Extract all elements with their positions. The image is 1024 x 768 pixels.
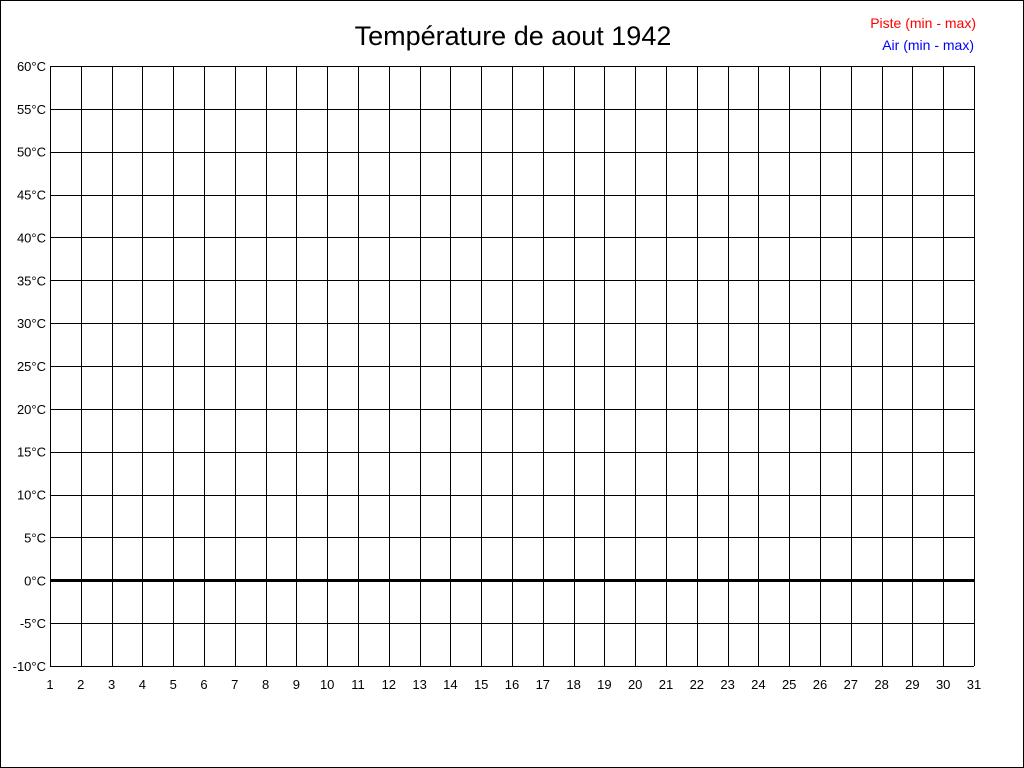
x-tick-label: 22 — [690, 677, 704, 692]
legend-piste: Piste (min - max) — [870, 15, 976, 31]
x-tick-label: 27 — [844, 677, 858, 692]
x-tick-label: 23 — [720, 677, 734, 692]
x-tick-label: 10 — [320, 677, 334, 692]
y-tick-label: -10°C — [13, 659, 46, 674]
x-tick-label: 15 — [474, 677, 488, 692]
x-axis-ticks: 1 2 3 4 5 6 7 8 9 10 11 12 13 14 15 16 17 18 19 20 21 22 23 24 2… — [46, 677, 981, 692]
x-tick-label: 26 — [813, 677, 827, 692]
x-tick-label: 3 — [108, 677, 115, 692]
x-tick-label: 4 — [139, 677, 146, 692]
legend-air: Air (min - max) — [882, 37, 974, 53]
x-tick-label: 14 — [443, 677, 457, 692]
x-tick-label: 8 — [262, 677, 269, 692]
x-tick-label: 28 — [874, 677, 888, 692]
x-tick-label: 21 — [659, 677, 673, 692]
x-tick-label: 18 — [566, 677, 580, 692]
y-tick-label: 15°C — [17, 445, 46, 460]
y-tick-label: 50°C — [17, 145, 46, 160]
x-tick-label: 20 — [628, 677, 642, 692]
chart-title: Température de aout 1942 — [355, 21, 672, 51]
y-tick-label: -5°C — [20, 616, 46, 631]
y-axis-ticks: -10°C -5°C 0°C 5°C 10°C 15°C 20°C 25°C 30°C 35°C 4… — [13, 59, 46, 674]
y-tick-label: 60°C — [17, 59, 46, 74]
y-tick-label: 40°C — [17, 230, 46, 245]
x-tick-label: 13 — [412, 677, 426, 692]
y-tick-label: 20°C — [17, 402, 46, 417]
grid — [50, 66, 975, 667]
y-tick-label: 30°C — [17, 316, 46, 331]
x-tick-label: 25 — [782, 677, 796, 692]
y-tick-label: 45°C — [17, 188, 46, 203]
y-tick-label: 35°C — [17, 273, 46, 288]
x-tick-label: 6 — [200, 677, 207, 692]
x-tick-label: 29 — [905, 677, 919, 692]
x-tick-label: 16 — [505, 677, 519, 692]
x-tick-label: 19 — [597, 677, 611, 692]
x-tick-label: 7 — [231, 677, 238, 692]
y-tick-label: 25°C — [17, 359, 46, 374]
y-tick-label: 5°C — [24, 530, 46, 545]
x-tick-label: 5 — [170, 677, 177, 692]
x-tick-label: 2 — [77, 677, 84, 692]
x-tick-label: 12 — [382, 677, 396, 692]
y-tick-label: 10°C — [17, 488, 46, 503]
x-tick-label: 30 — [936, 677, 950, 692]
y-tick-label: 55°C — [17, 102, 46, 117]
x-tick-label: 24 — [751, 677, 765, 692]
x-tick-label: 1 — [46, 677, 53, 692]
y-tick-label: 0°C — [24, 573, 46, 588]
x-tick-label: 9 — [293, 677, 300, 692]
x-tick-label: 17 — [536, 677, 550, 692]
x-tick-label: 11 — [351, 677, 365, 692]
x-tick-label: 31 — [967, 677, 981, 692]
